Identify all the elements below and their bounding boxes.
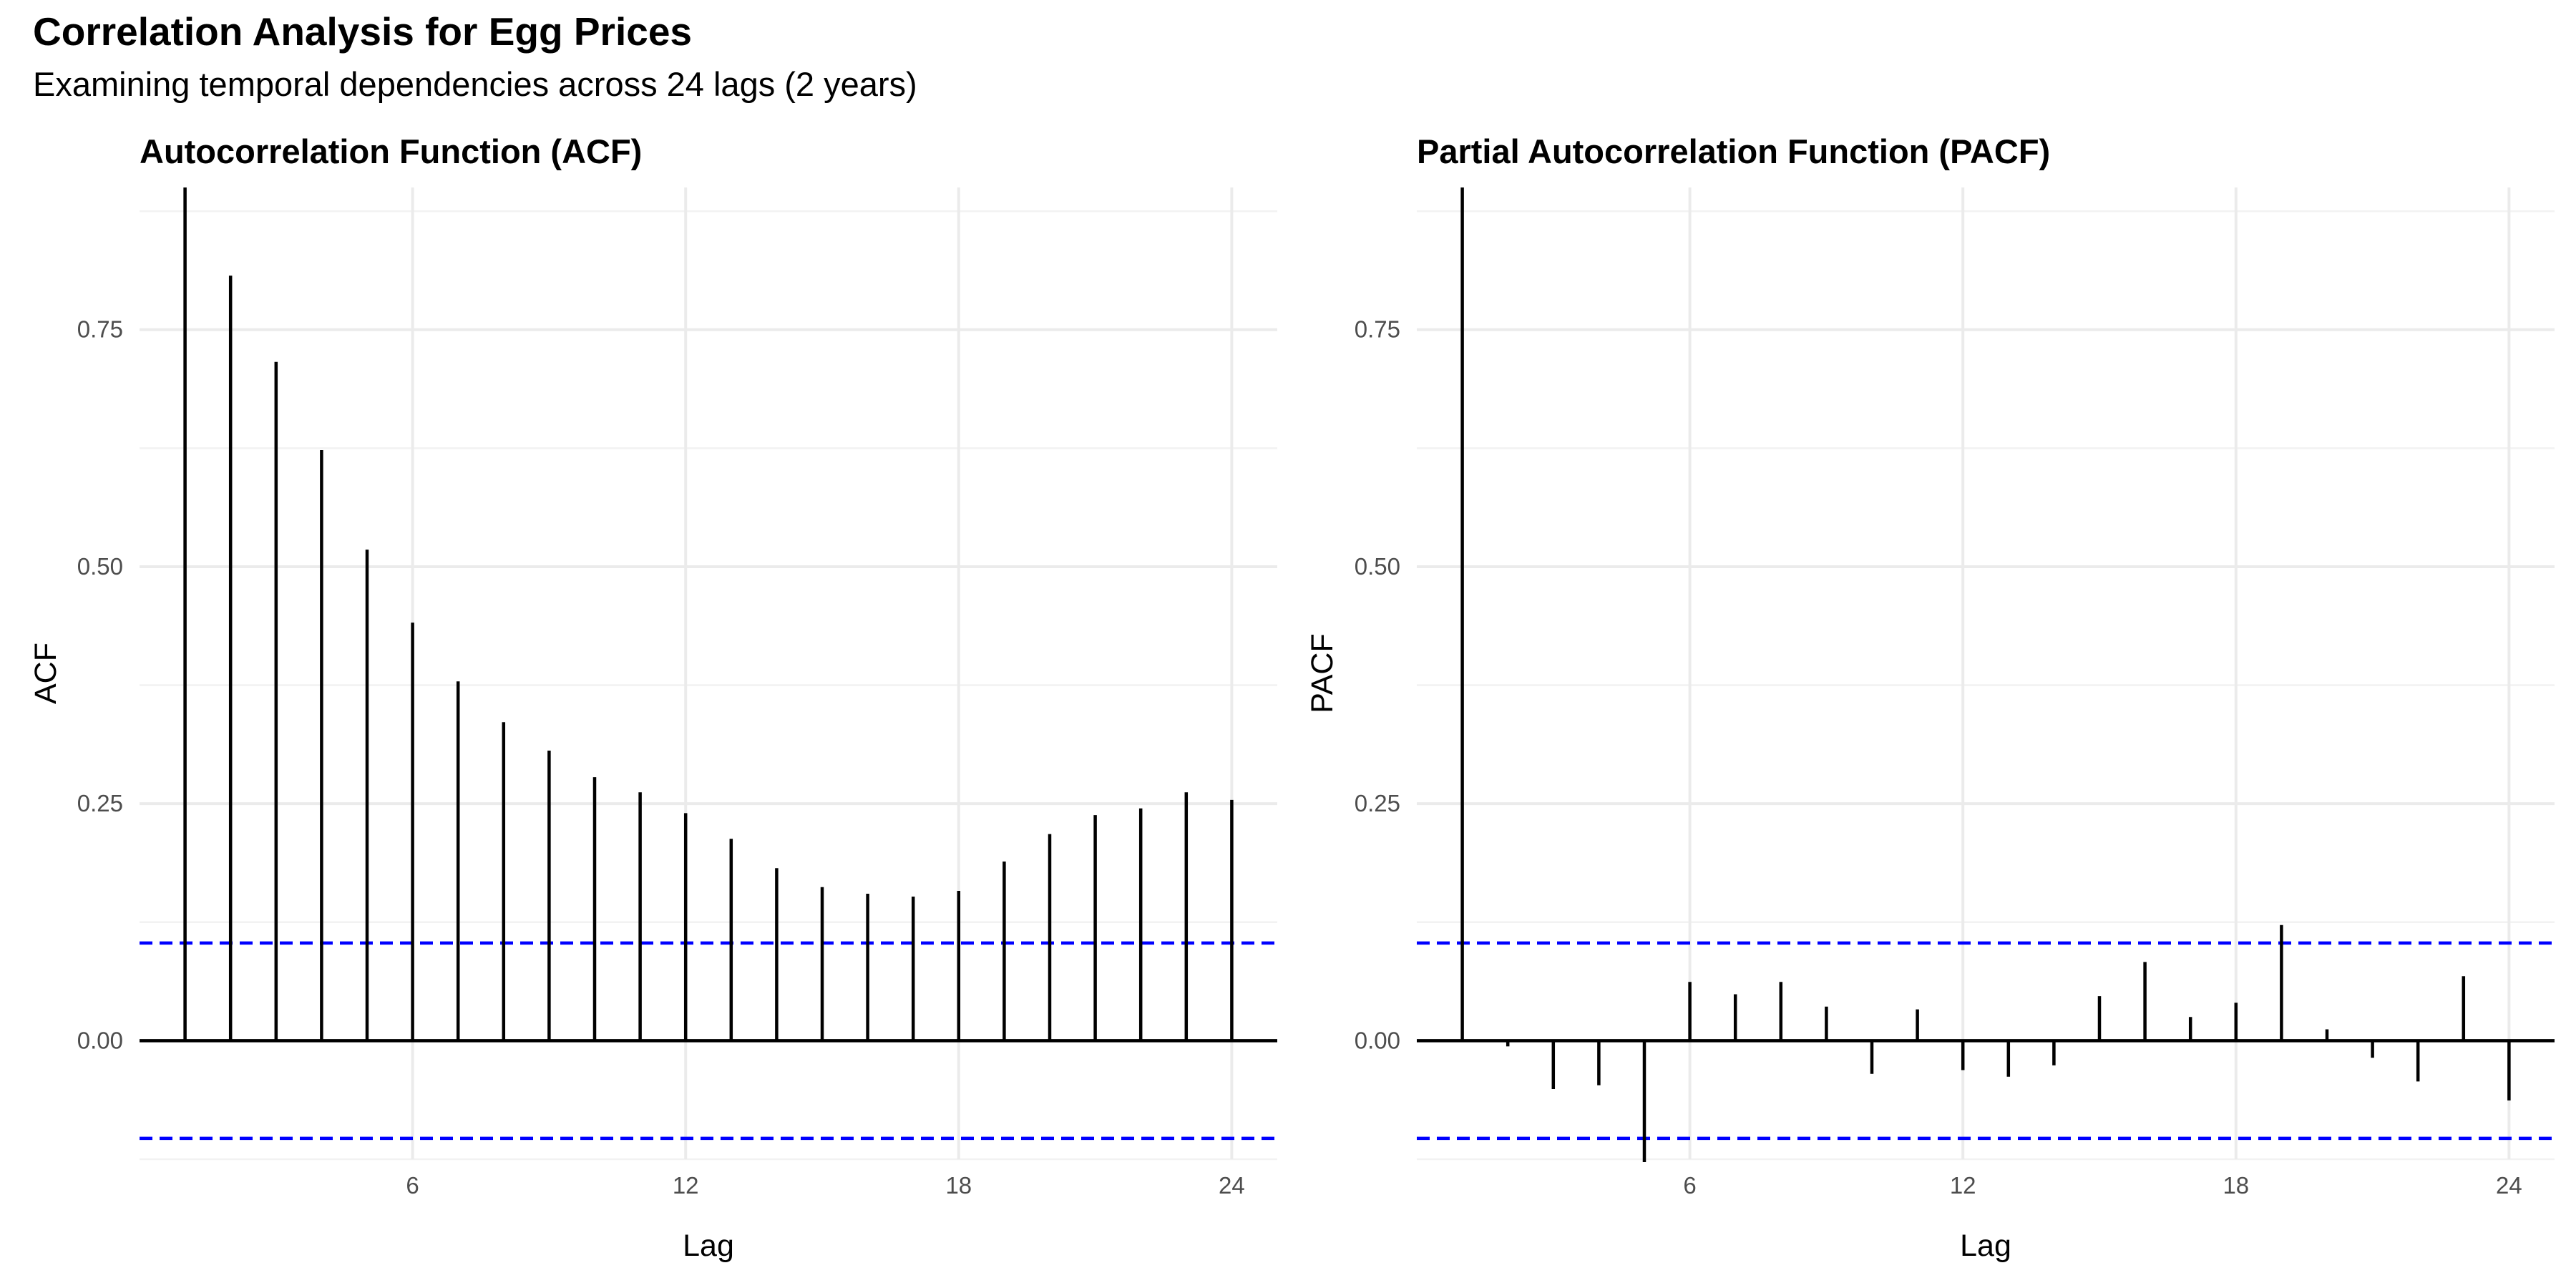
chart-title: Correlation Analysis for Egg Prices [33, 9, 693, 54]
acf-y-axis-title: ACF [29, 643, 63, 704]
pacf-y-axis-title: PACF [1305, 633, 1340, 713]
pacf-title: Partial Autocorrelation Function (PACF) [1417, 132, 2050, 170]
acf-x-tick-label: 18 [945, 1172, 972, 1199]
acf-y-tick-label: 0.25 [77, 790, 123, 816]
acf-x-tick-label: 24 [1219, 1172, 1245, 1199]
acf-y-tick-label: 0.00 [77, 1027, 123, 1053]
pacf-x-axis-title: Lag [1960, 1229, 2011, 1263]
acf-panel: 0.00 0.25 0.50 0.75 6 12 18 24 Autocorrelation F… [29, 132, 1277, 1263]
pacf-y-tick-label: 0.00 [1355, 1027, 1400, 1053]
pacf-y-tick-label: 0.25 [1355, 790, 1400, 816]
pacf-x-tick-label: 12 [1950, 1172, 1976, 1199]
chart-subtitle: Examining temporal dependencies across 2… [33, 65, 917, 103]
pacf-x-tick-label: 6 [1683, 1172, 1696, 1199]
pacf-y-tick-label: 0.50 [1355, 553, 1400, 580]
pacf-y-tick-label: 0.75 [1355, 316, 1400, 343]
acf-y-tick-label: 0.50 [77, 553, 123, 580]
acf-x-tick-label: 6 [406, 1172, 419, 1199]
pacf-x-tick-label: 18 [2223, 1172, 2249, 1199]
pacf-panel: 0.00 0.25 0.50 0.75 6 12 18 24 Partial Autocorre… [1305, 132, 2555, 1263]
acf-y-tick-label: 0.75 [77, 316, 123, 343]
pacf-x-tick-label: 24 [2496, 1172, 2522, 1199]
acf-x-axis-title: Lag [683, 1229, 734, 1263]
acf-x-tick-label: 12 [673, 1172, 699, 1199]
acf-title: Autocorrelation Function (ACF) [140, 132, 642, 170]
